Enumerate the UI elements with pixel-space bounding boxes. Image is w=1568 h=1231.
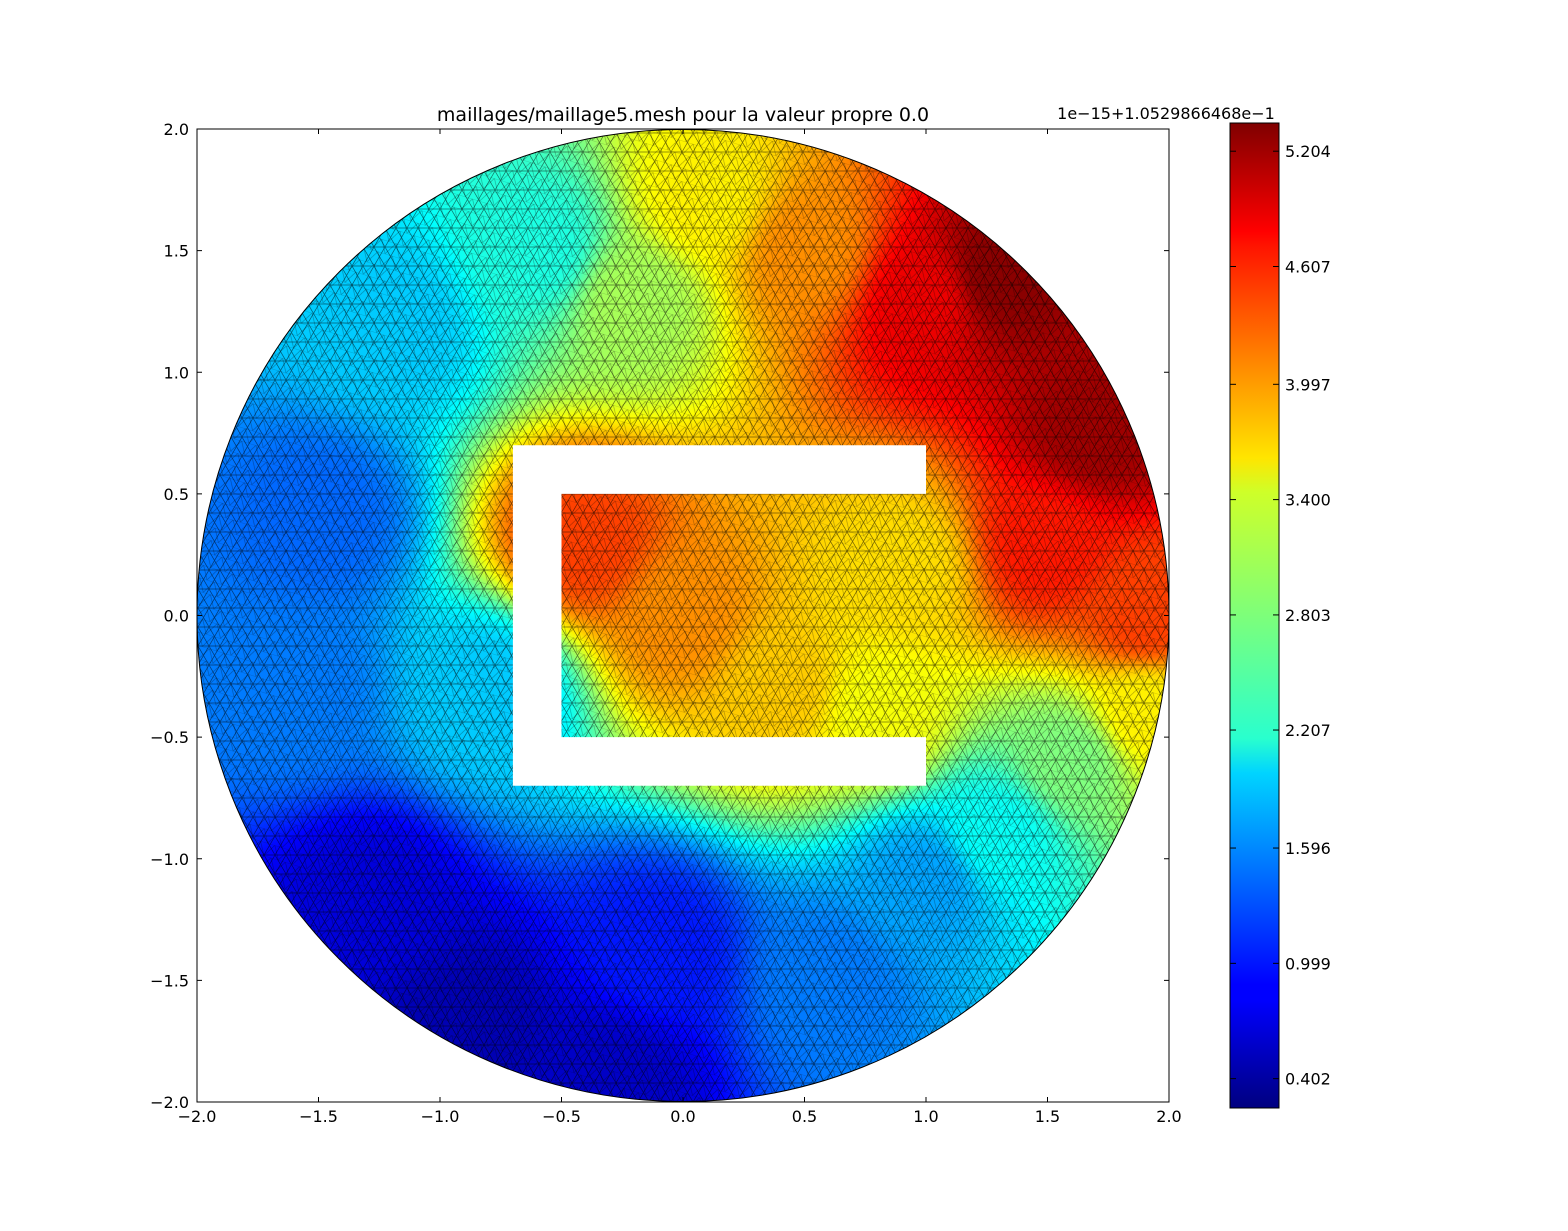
colorbar-gradient [1229, 122, 1280, 1109]
colorbar-tick-label: 2.803 [1285, 606, 1331, 625]
y-tick-label: 2.0 [164, 120, 189, 139]
colorbar-tick-label: 1.596 [1285, 839, 1331, 858]
x-tick-label: −2.0 [178, 1107, 217, 1126]
colorbar-offset-text: 1e−15+1.0529866468e−1 [1057, 104, 1275, 123]
x-tick-label: 2.0 [1156, 1107, 1181, 1126]
x-axis: −2.0 −1.5 −1.0 −0.5 0.0 0.5 1.0 1.5 2.0 [178, 129, 1182, 1126]
y-tick-label: 0.0 [164, 607, 189, 626]
y-axis: 2.0 1.5 1.0 0.5 0.0 −0.5 −1.0 −1.5 −2.0 [150, 120, 1169, 1112]
plot-area: −2.0 −1.5 −1.0 −0.5 0.0 0.5 1.0 1.5 2.0 2.0 1.5 1.… [150, 120, 1182, 1126]
x-tick-label: −1.0 [421, 1107, 460, 1126]
y-tick-label: −2.0 [150, 1093, 189, 1112]
colorbar: 5.204 4.607 3.997 3.400 2.803 2.207 1.596 0.999… [1057, 104, 1331, 1109]
x-tick-label: 1.0 [913, 1107, 938, 1126]
mesh-overlay-fine [197, 129, 1169, 1102]
colorbar-tick-label: 3.400 [1285, 491, 1331, 510]
colorbar-tick-label: 3.997 [1285, 375, 1331, 394]
y-tick-label: 0.5 [164, 485, 189, 504]
colorbar-tick-label: 4.607 [1285, 258, 1331, 277]
y-tick-label: 1.0 [164, 363, 189, 382]
chart-title: maillages/maillage5.mesh pour la valeur … [437, 104, 929, 126]
colorbar-tick-label: 0.999 [1285, 954, 1331, 973]
colorbar-tick-label: 5.204 [1285, 142, 1331, 161]
colorbar-tick-label: 0.402 [1285, 1070, 1331, 1089]
y-tick-label: 1.5 [164, 242, 189, 261]
x-tick-label: 1.5 [1035, 1107, 1060, 1126]
y-tick-label: −0.5 [150, 728, 189, 747]
x-tick-label: −0.5 [542, 1107, 581, 1126]
x-tick-label: 0.5 [792, 1107, 817, 1126]
colorbar-tick-label: 2.207 [1285, 721, 1331, 740]
x-tick-label: 0.0 [670, 1107, 695, 1126]
colorbar-ticks: 5.204 4.607 3.997 3.400 2.803 2.207 1.596 0.999… [1230, 142, 1331, 1089]
x-tick-label: −1.5 [299, 1107, 338, 1126]
y-tick-label: −1.5 [150, 971, 189, 990]
domain-hole [512, 445, 926, 786]
y-tick-label: −1.0 [150, 850, 189, 869]
